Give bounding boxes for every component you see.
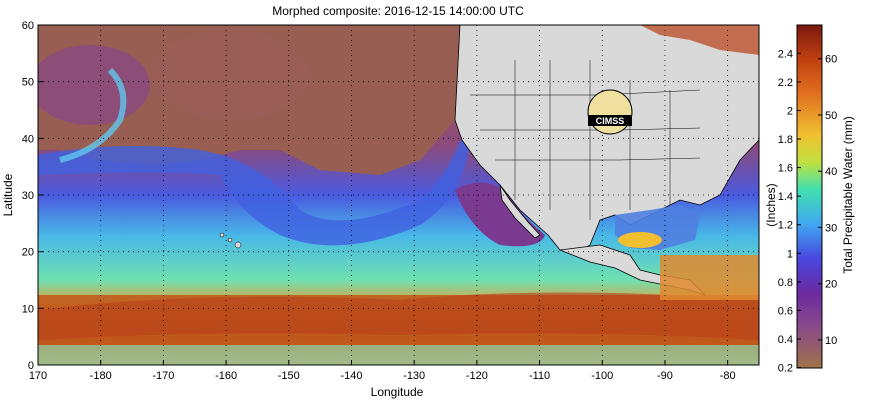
inch-tick-label: 1.4 [778, 191, 793, 203]
y-axis: 0 10 20 30 40 50 60 [22, 20, 43, 372]
x-tick-label: -180 [90, 370, 112, 382]
south-band [38, 345, 759, 365]
front-band [59, 67, 127, 163]
y-tick-label: 30 [22, 190, 34, 202]
y-tick-label: 20 [22, 247, 34, 259]
y-tick-label: 10 [22, 303, 34, 315]
mm-tick-label: 40 [825, 166, 837, 178]
x-tick-label: -100 [591, 370, 613, 382]
mm-tick-label: 10 [825, 335, 837, 347]
colorbar-mm-label: Total Precipitable Water (mm) [841, 116, 855, 274]
storm-swirl [38, 45, 150, 125]
y-tick-label: 50 [22, 77, 34, 89]
inch-tick-label: 2.2 [778, 77, 793, 89]
inch-tick-label: 1 [787, 248, 793, 260]
hawaii-islands [219, 232, 242, 249]
x-axis: 170 -180 -170 -160 -150 -140 -130 -120 -110 -100 -… [29, 360, 736, 382]
y-axis-label: Latitude [1, 173, 15, 216]
inch-tick-label: 0.4 [778, 334, 793, 346]
colorbar [796, 24, 823, 369]
baja-land [499, 184, 541, 239]
gulf-moisture [618, 232, 662, 248]
colorbar-mm-ticks: 60 50 40 30 20 10 [818, 54, 837, 347]
x-tick-label: -160 [215, 370, 237, 382]
mm-tick-label: 30 [825, 222, 837, 234]
inch-tick-label: 2.4 [778, 48, 793, 60]
dry-tongue-baja [455, 182, 545, 247]
cimss-logo: CIMSS [587, 89, 633, 135]
itcz-core [38, 292, 759, 340]
x-tick-label: 170 [29, 370, 47, 382]
figure-title: Morphed composite: 2016-12-15 14:00:00 U… [272, 4, 524, 18]
y-tick-label: 0 [28, 360, 34, 372]
caribbean [660, 255, 759, 300]
inch-tick-label: 0.8 [778, 277, 793, 289]
inch-tick-label: 0.2 [778, 363, 793, 375]
logo-text: CIMSS [596, 116, 625, 126]
x-axis-label: Longitude [371, 385, 424, 399]
inch-tick-label: 2 [787, 105, 793, 117]
moisture-plume [38, 140, 470, 246]
x-tick-label: -170 [152, 370, 174, 382]
x-tick-label: -130 [403, 370, 425, 382]
x-tick-label: -150 [278, 370, 300, 382]
north-america-land [454, 25, 759, 256]
inch-tick-label: 0.6 [778, 305, 793, 317]
tpw-map [38, 25, 759, 365]
x-tick-label: -120 [466, 370, 488, 382]
colorbar-inch-label: (Inches) [764, 183, 778, 226]
grid-lines [38, 25, 759, 365]
mm-tick-label: 20 [825, 279, 837, 291]
x-tick-label: -110 [529, 370, 550, 382]
x-tick-label: -140 [340, 370, 362, 382]
arctic-moisture [640, 25, 759, 55]
inch-tick-label: 1.8 [778, 134, 793, 146]
dry-region [150, 30, 310, 120]
y-tick-label: 40 [22, 133, 34, 145]
inch-tick-label: 1.6 [778, 163, 793, 175]
mm-tick-label: 60 [825, 54, 837, 66]
inch-tick-label: 1.2 [778, 220, 793, 232]
y-tick-label: 60 [22, 20, 34, 32]
mm-tick-label: 50 [825, 110, 837, 122]
x-tick-label: -80 [720, 370, 736, 382]
x-tick-label: -90 [657, 370, 673, 382]
colorbar-inch-ticks: 2.4 2.2 2 1.8 1.6 1.4 1.2 1 0.8 0.6 0.4 0.2 [778, 48, 801, 375]
